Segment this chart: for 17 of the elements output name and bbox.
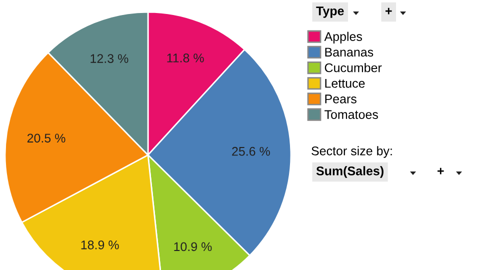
text: + [386, 8, 392, 14]
data-label: 10.9 % [174, 242, 212, 252]
data-label: 18.9 % [81, 240, 119, 250]
legend-label: Cucumber [324, 63, 382, 72]
data-label: 20.5 % [27, 134, 66, 143]
data-label: 12.3 % [90, 54, 128, 63]
text: Sum(Sales) [316, 166, 384, 178]
data-label: 11.8 % [167, 54, 204, 62]
legend-title: Type [316, 6, 344, 18]
text: + [438, 168, 444, 174]
legend-label: Lettuce [325, 79, 365, 88]
text: Sector size by: [312, 146, 392, 158]
data-label: 25.6 % [232, 146, 270, 156]
legend-label: Pears [325, 94, 356, 104]
legend-label: Tomatoes [324, 110, 378, 119]
legend-label: Bananas [325, 48, 374, 57]
legend-label: Apples [324, 32, 362, 44]
